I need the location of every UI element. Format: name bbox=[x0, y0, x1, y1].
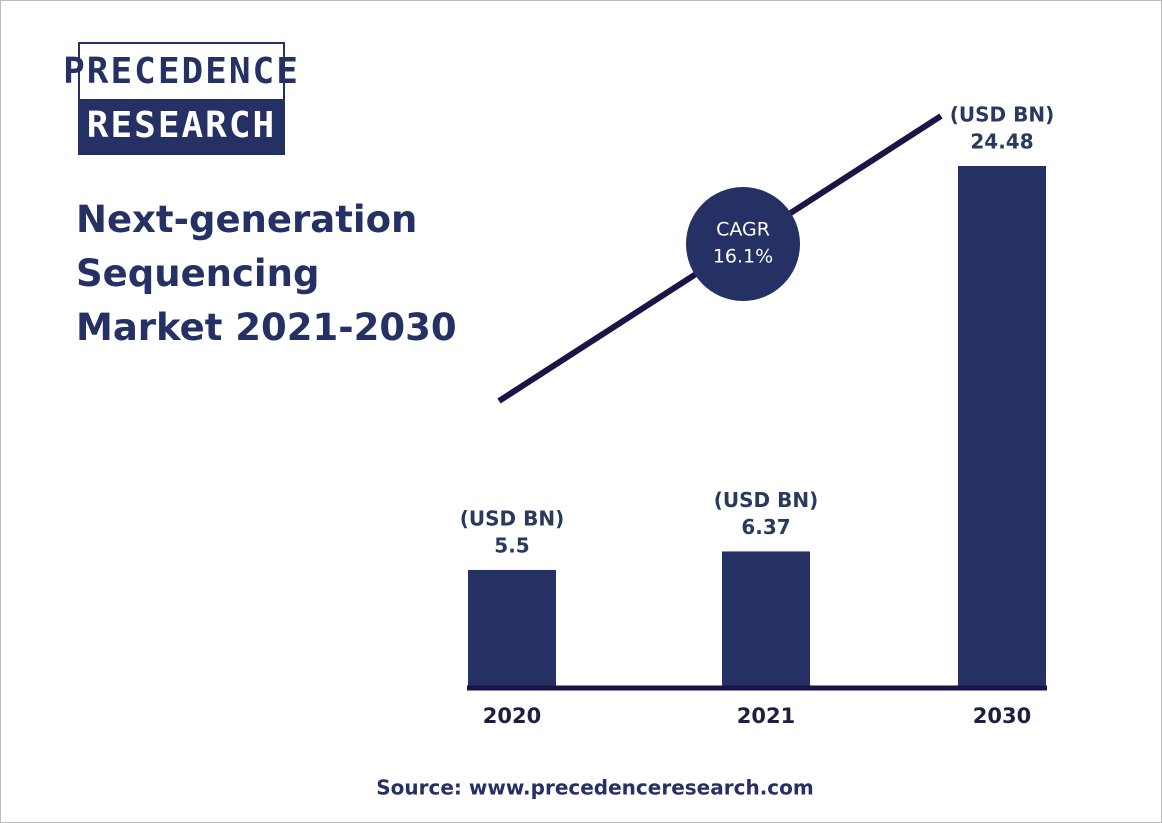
logo-bottom: RESEARCH bbox=[80, 98, 283, 153]
chart-title: Next-generation Sequencing Market 2021-2… bbox=[76, 198, 457, 349]
cagr-label: CAGR bbox=[716, 219, 770, 241]
logo: PRECEDENCE RESEARCH bbox=[63, 42, 298, 155]
bar bbox=[722, 551, 810, 687]
value-label: 24.48 bbox=[970, 130, 1033, 154]
value-label: 6.37 bbox=[741, 515, 790, 539]
x-tick-label: 2020 bbox=[483, 704, 541, 728]
logo-top: PRECEDENCE bbox=[63, 44, 298, 99]
bar bbox=[468, 569, 556, 687]
x-tick-label: 2030 bbox=[973, 704, 1031, 728]
value-unit: (USD BN) bbox=[950, 103, 1054, 127]
value-unit: (USD BN) bbox=[714, 488, 818, 512]
value-unit: (USD BN) bbox=[460, 506, 564, 530]
x-tick-label: 2021 bbox=[737, 704, 795, 728]
value-label: 5.5 bbox=[494, 533, 529, 557]
source: Source: www.precedenceresearch.com bbox=[376, 776, 813, 800]
cagr-badge bbox=[686, 187, 800, 301]
cagr-value: 16.1% bbox=[713, 246, 773, 268]
bar bbox=[958, 166, 1046, 687]
